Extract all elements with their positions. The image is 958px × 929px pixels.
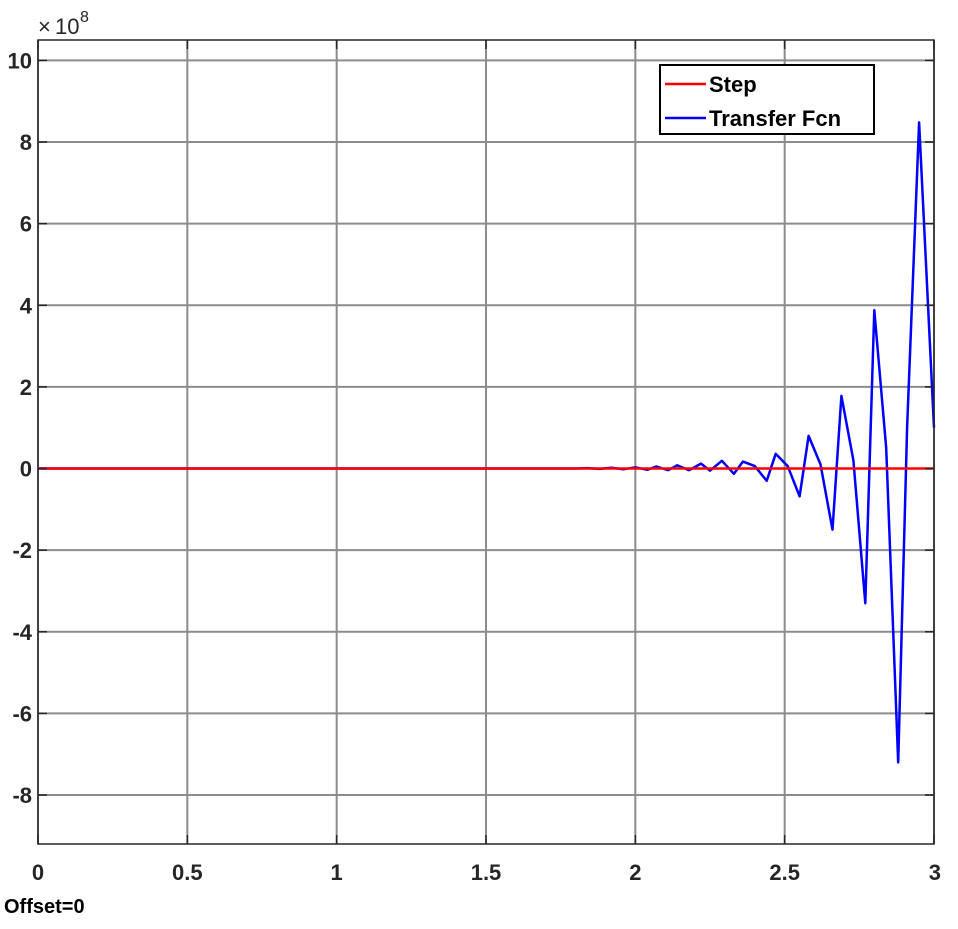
y-axis-multiplier: × 10 8 [38,9,89,39]
series-lines [38,121,936,764]
grid-lines [37,40,935,844]
x-tick-label: 1.5 [471,860,502,885]
y-tick-label: 0 [20,457,32,482]
y-tick-label: 8 [20,130,32,155]
tick-marks [37,40,935,844]
x-tick-label: 0.5 [172,860,203,885]
y-tick-label: -2 [12,538,32,563]
legend-label-transfer-fcn: Transfer Fcn [709,106,841,131]
y-tick-label: 2 [20,375,32,400]
x-tick-label: 3 [929,860,941,885]
x-tick-label: 1 [331,860,343,885]
multiplier-exponent: 8 [80,9,89,26]
y-tick-labels: -8 -6 -4 -2 0 2 4 6 8 10 [8,48,33,808]
y-tick-label: 10 [8,48,32,73]
legend: Step Transfer Fcn [659,64,875,135]
y-tick-label: 4 [20,293,33,318]
legend-label-step: Step [709,72,757,97]
x-tick-label: 2.5 [769,860,800,885]
y-tick-label: -6 [12,701,32,726]
x-tick-labels: 0 0.5 1 1.5 2 2.5 3 [32,860,941,885]
multiplier-base: 10 [55,14,79,39]
x-tick-label: 2 [629,860,641,885]
y-tick-label: 6 [20,212,32,237]
multiplier-times: × [38,14,51,39]
legend-box [659,64,875,135]
y-tick-label: -4 [12,620,32,645]
offset-label: Offset=0 [4,896,85,918]
x-tick-label: 0 [32,860,44,885]
y-tick-label: -8 [12,783,32,808]
